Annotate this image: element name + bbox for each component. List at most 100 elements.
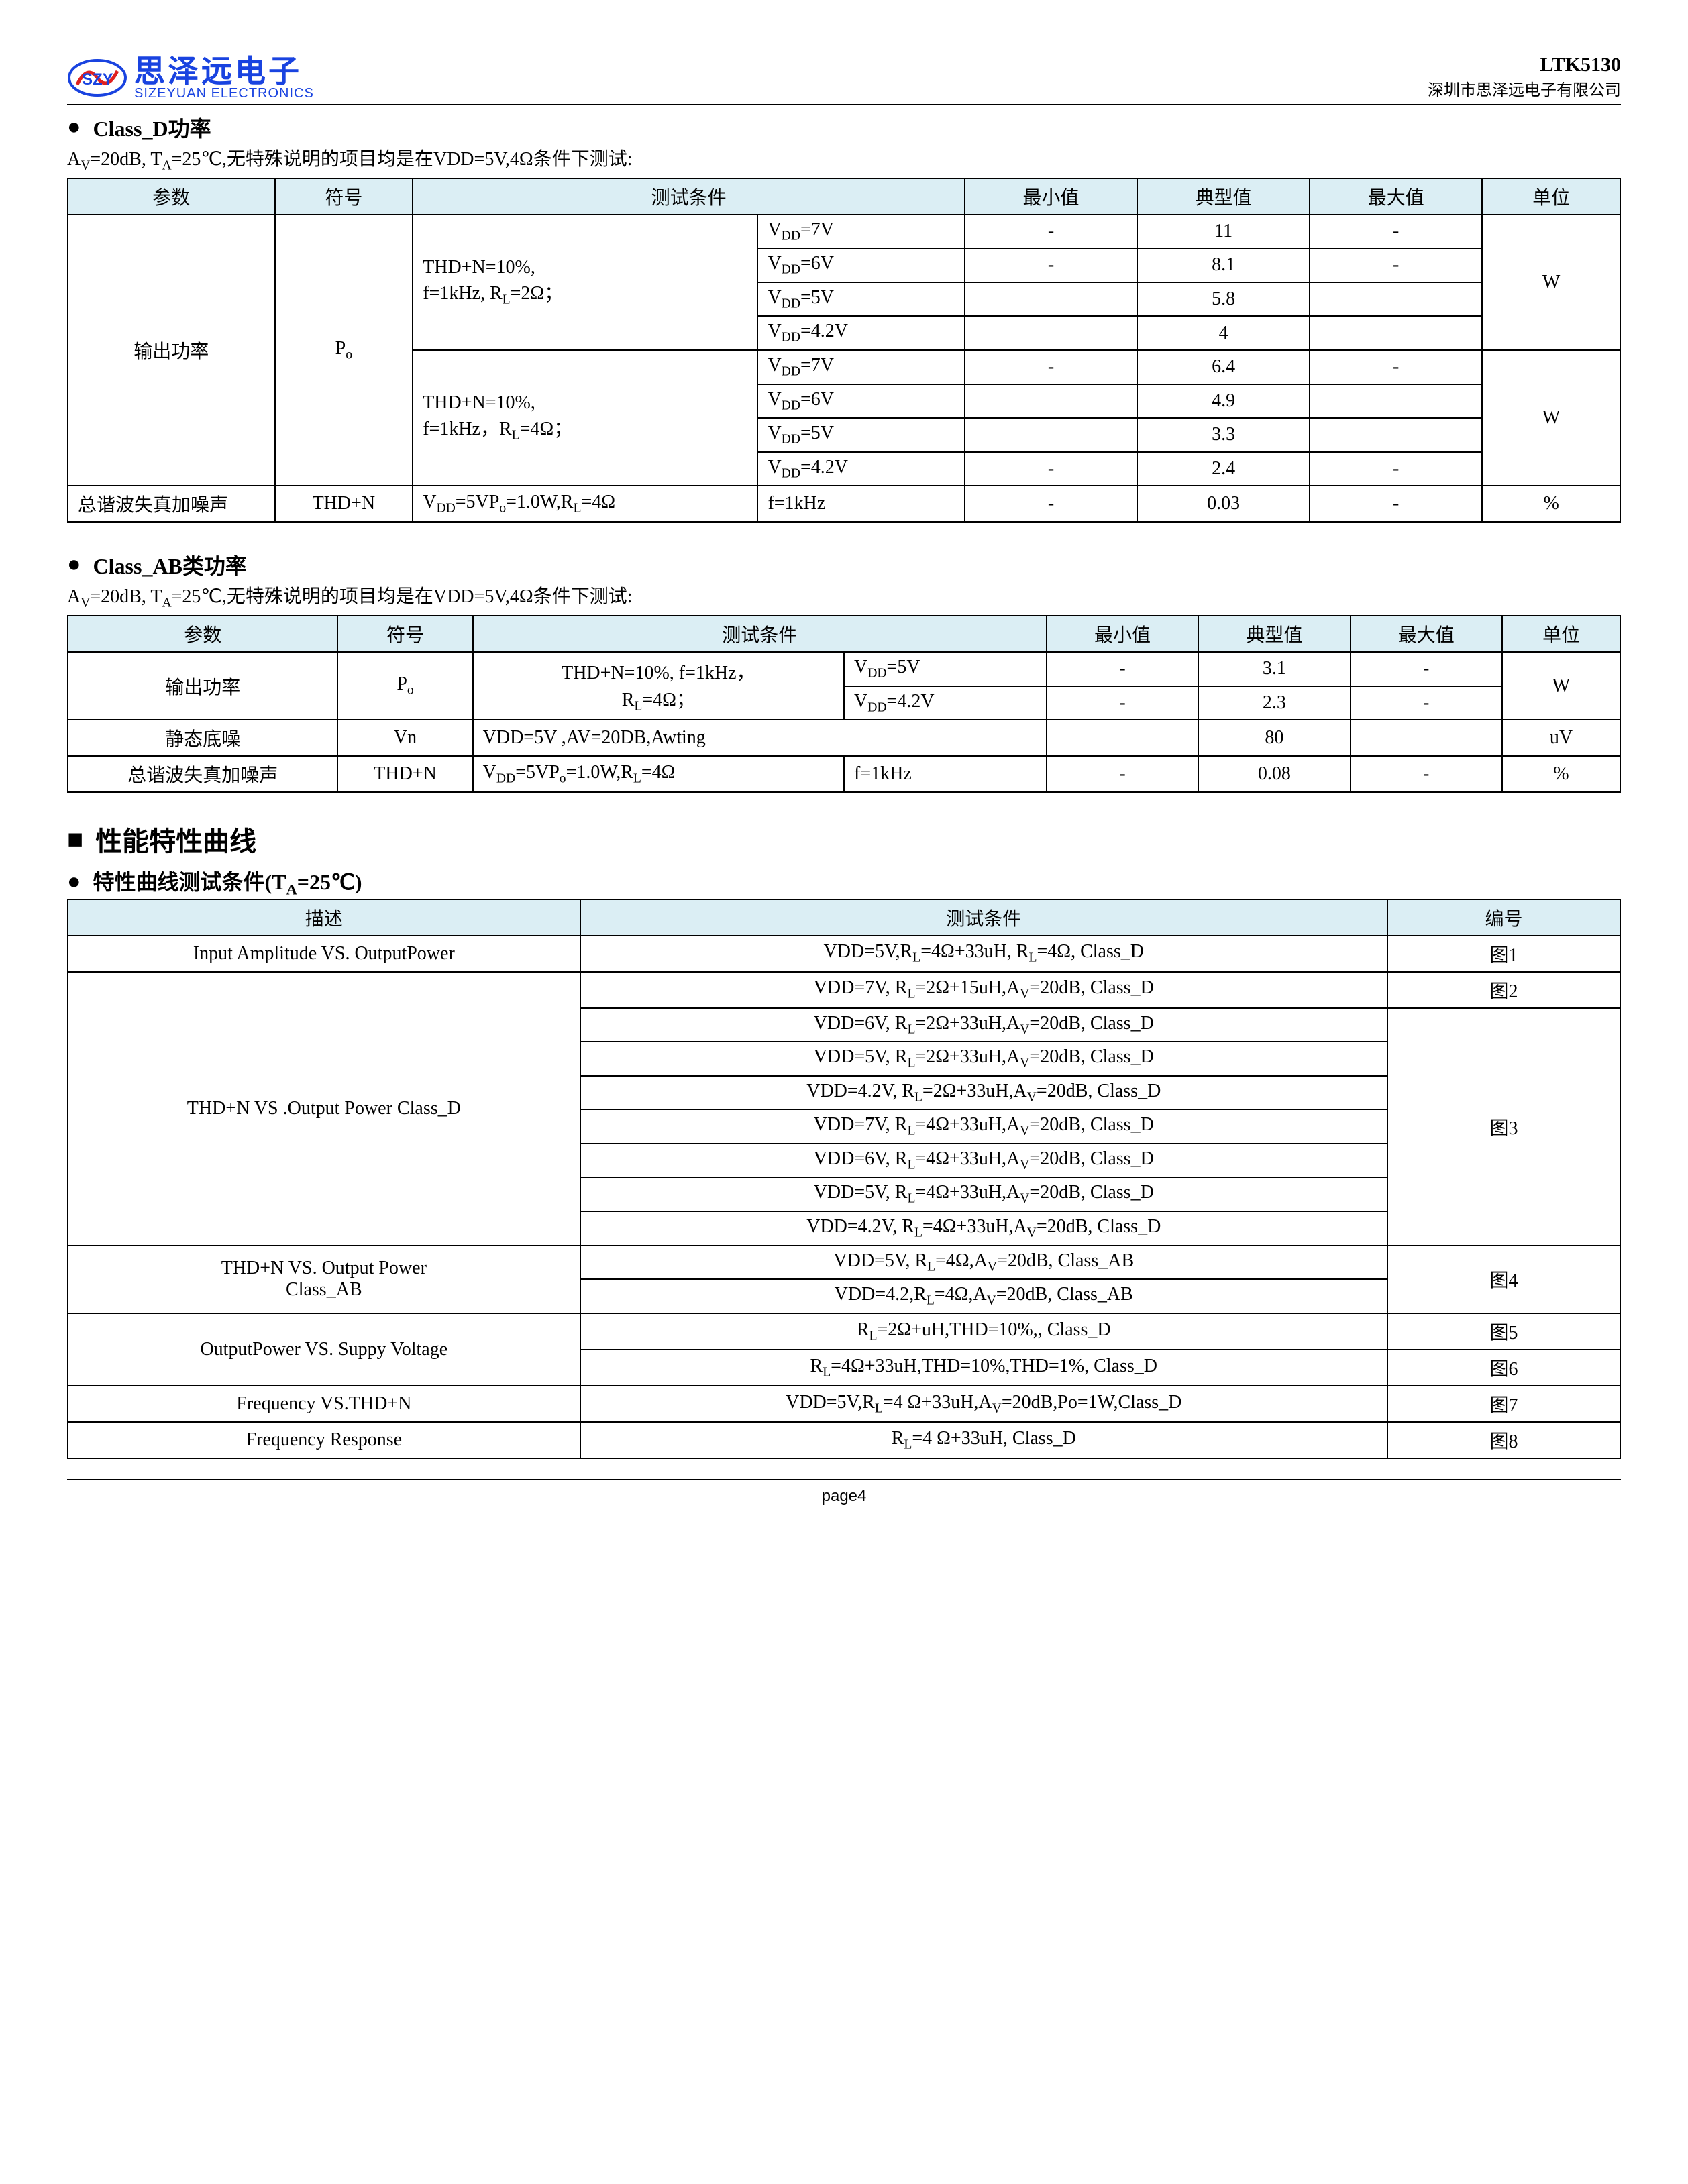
cell-min: - <box>1047 686 1198 720</box>
cell-unit: % <box>1482 486 1620 522</box>
cell-cond: RL=2Ω+uH,THD=10%,, Class_D <box>580 1313 1387 1350</box>
cell-desc: Input Amplitude VS. OutputPower <box>68 936 580 972</box>
page-header: SZY 思泽远电子 SIZEYUAN ELECTRONICS LTK5130 深… <box>67 54 1621 105</box>
cell-max <box>1310 384 1482 419</box>
cell-min <box>965 316 1137 350</box>
tc2c: =4Ω； <box>520 419 573 439</box>
table-row: 总谐波失真加噪声 THD+N VDD=5VPo=1.0W,RL=4Ω f=1kH… <box>68 486 1620 522</box>
logo-en-text: SIZEYUAN ELECTRONICS <box>134 87 314 100</box>
cell-param: 输出功率 <box>68 652 337 720</box>
cell-desc: THD+N VS. Output PowerClass_AB <box>68 1246 580 1313</box>
table-row: OutputPower VS. Suppy VoltageRL=2Ω+uH,TH… <box>68 1313 1620 1350</box>
szy-logo-icon: SZY <box>67 58 127 98</box>
th-typ: 典型值 <box>1198 616 1350 652</box>
table-row: THD+N VS .Output Power Class_DVDD=7V, RL… <box>68 972 1620 1008</box>
th-max: 最大值 <box>1351 616 1502 652</box>
th-cond: 测试条件 <box>580 899 1387 936</box>
th-unit: 单位 <box>1502 616 1620 652</box>
table-class-d: 参数 符号 测试条件 最小值 典型值 最大值 单位 输出功率 Po THD+N=… <box>67 178 1621 523</box>
cell-min: - <box>1047 652 1198 686</box>
cell-typ: 8.1 <box>1137 248 1310 282</box>
cell-vdd: VDD=4.2V <box>844 686 1047 720</box>
table-row: 输出功率 Po THD+N=10%, f=1kHz, RL=2Ω； VDD=7V… <box>68 215 1620 249</box>
cell-min <box>965 384 1137 419</box>
bullet-dot-icon: ● <box>67 871 81 893</box>
cell-unit: uV <box>1502 720 1620 756</box>
bullet-square-icon: ■ <box>67 826 83 853</box>
cell-sym: Vn <box>337 720 472 756</box>
v: =4.2V <box>887 691 935 712</box>
section1-title: Class_D功率 <box>93 112 211 143</box>
th-unit: 单位 <box>1482 178 1620 215</box>
th-max: 最大值 <box>1310 178 1482 215</box>
cell-vdd: VDD=7V <box>757 350 965 384</box>
cell-vdd: VDD=5V <box>757 418 965 452</box>
table-row: Frequency VS.THD+NVDD=5V,RL=4 Ω+33uH,AV=… <box>68 1386 1620 1422</box>
th-sym: 符号 <box>275 178 413 215</box>
section3-big-title-row: ■ 性能特性曲线 <box>67 820 1621 859</box>
vdd-v: =7V <box>800 355 834 376</box>
cell-sym: Po <box>337 652 472 720</box>
t2: R <box>622 690 635 710</box>
page-number: page4 <box>822 1487 867 1505</box>
cell-cond: VDD=7V, RL=4Ω+33uH,AV=20dB, Class_D <box>580 1109 1387 1144</box>
sta: 特性曲线测试条件(T <box>93 870 286 894</box>
cell-max: - <box>1310 452 1482 486</box>
th-typ: 典型值 <box>1137 178 1310 215</box>
cell-typ: 80 <box>1198 720 1350 756</box>
cell-max: - <box>1310 248 1482 282</box>
cell-sym: THD+N <box>275 486 413 522</box>
cell-typ: 4.9 <box>1137 384 1310 419</box>
cond-mid: =20dB, T <box>90 586 162 607</box>
vdd-v: =6V <box>800 253 834 274</box>
cell-cond: VDD=5V, RL=2Ω+33uH,AV=20dB, Class_D <box>580 1042 1387 1076</box>
v: =5V <box>887 657 920 677</box>
bullet-dot-icon: ● <box>67 116 81 139</box>
stb: =25℃) <box>297 870 362 894</box>
logo-cn-text: 思泽远电子 <box>134 56 314 87</box>
cell-typ: 11 <box>1137 215 1310 249</box>
cell-cond: VDD=4.2V, RL=2Ω+33uH,AV=20dB, Class_D <box>580 1076 1387 1110</box>
cell-testcond1: THD+N=10%, f=1kHz, RL=2Ω； <box>413 215 757 350</box>
cell-param: 输出功率 <box>68 215 275 486</box>
vdd-v: =4.2V <box>800 457 848 478</box>
cell-cond: VDD=5V, RL=4Ω,AV=20dB, Class_AB <box>580 1246 1387 1280</box>
cell-typ: 3.1 <box>1198 652 1350 686</box>
cell-sym: THD+N <box>337 756 472 792</box>
th-param: 参数 <box>68 616 337 652</box>
tc1a: THD+N=10%, <box>423 257 535 278</box>
cell-typ: 2.3 <box>1198 686 1350 720</box>
cell-vdd: VDD=4.2V <box>757 452 965 486</box>
cell-cond: RL=4 Ω+33uH, Class_D <box>580 1422 1387 1458</box>
table-curves: 描述 测试条件 编号 Input Amplitude VS. OutputPow… <box>67 899 1621 1459</box>
cell-max: - <box>1310 486 1482 522</box>
t3: =4Ω <box>641 762 676 783</box>
cell-vdd: VDD=4.2V <box>757 316 965 350</box>
company-name: 深圳市思泽远电子有限公司 <box>1428 76 1621 100</box>
logo-block: SZY 思泽远电子 SIZEYUAN ELECTRONICS <box>67 56 314 100</box>
cell-param: 静态底噪 <box>68 720 337 756</box>
cell-fig: 图8 <box>1387 1422 1620 1458</box>
cell-param: 总谐波失真加噪声 <box>68 486 275 522</box>
cell-testcond2: THD+N=10%, f=1kHz，RL=4Ω； <box>413 350 757 486</box>
th-desc: 描述 <box>68 899 580 936</box>
table-row: 静态底噪 Vn VDD=5V ,AV=20DB,Awting 80 uV <box>68 720 1620 756</box>
cell-typ: 3.3 <box>1137 418 1310 452</box>
cond-rest: =25℃,无特殊说明的项目均是在VDD=5V,4Ω条件下测试: <box>172 149 633 170</box>
header-right: LTK5130 深圳市思泽远电子有限公司 <box>1428 54 1621 100</box>
cell-unit: % <box>1502 756 1620 792</box>
section3-big-title: 性能特性曲线 <box>95 820 256 859</box>
sym-text: P <box>335 338 346 359</box>
table-row: THD+N VS. Output PowerClass_ABVDD=5V, RL… <box>68 1246 1620 1280</box>
cell-cond: RL=4Ω+33uH,THD=10%,THD=1%, Class_D <box>580 1350 1387 1386</box>
t3: =4Ω； <box>642 690 695 710</box>
table-class-ab: 参数 符号 测试条件 最小值 典型值 最大值 单位 输出功率 Po THD+N=… <box>67 615 1621 793</box>
bullet-dot-icon: ● <box>67 553 81 576</box>
page-footer: page4 <box>67 1479 1621 1506</box>
section1-title-row: ● Class_D功率 <box>67 112 1621 143</box>
table-header-row: 参数 符号 测试条件 最小值 典型值 最大值 单位 <box>68 178 1620 215</box>
cell-fig: 图4 <box>1387 1246 1620 1313</box>
t2: =1.0W,R <box>506 492 573 512</box>
cell-fig: 图1 <box>1387 936 1620 972</box>
cell-unit: W <box>1482 215 1620 350</box>
